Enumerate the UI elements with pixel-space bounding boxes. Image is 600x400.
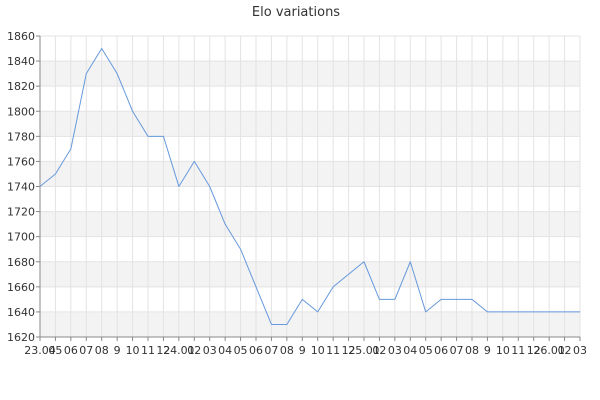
y-axis-ticks: 1620 1640 1660 1680 1700 1720 1740 1760 1780 1800… [7, 30, 40, 344]
x-tick-label: 03 [573, 344, 587, 357]
y-tick-label: 1660 [7, 281, 35, 294]
grid-band [40, 311, 580, 337]
x-tick-label: 9 [299, 344, 306, 357]
x-tick-label: 10 [496, 344, 510, 357]
grid-band [40, 261, 580, 287]
chart-bands [40, 61, 580, 337]
x-tick-label: 10 [126, 344, 140, 357]
chart-title: Elo variations [252, 5, 340, 20]
x-tick-label: 08 [465, 344, 479, 357]
x-tick-label: 12 [527, 344, 541, 357]
y-tick-label: 1620 [7, 331, 35, 344]
x-tick-label: 9 [484, 344, 491, 357]
chart-series [39, 48, 580, 325]
y-tick-label: 1680 [7, 256, 35, 269]
y-tick-label: 1720 [7, 206, 35, 219]
y-tick-label: 1800 [7, 105, 35, 118]
x-tick-label: 03 [203, 344, 217, 357]
x-tick-label: 06 [64, 344, 78, 357]
y-tick-label: 1860 [7, 30, 35, 43]
y-tick-label: 1740 [7, 181, 35, 194]
grid-band [40, 111, 580, 137]
y-tick-label: 1820 [7, 80, 35, 93]
x-tick-label: 08 [280, 344, 294, 357]
x-tick-label: 06 [249, 344, 263, 357]
elo-series-line [39, 48, 580, 325]
y-tick-label: 1700 [7, 231, 35, 244]
x-tick-label: 26.01 [533, 344, 565, 357]
grid-band [40, 211, 580, 237]
x-tick-label: 25.01 [348, 344, 380, 357]
x-tick-label: 02 [372, 344, 386, 357]
x-tick-label: 24.01 [163, 344, 195, 357]
x-tick-label: 04 [218, 344, 232, 357]
x-tick-label: 10 [311, 344, 325, 357]
x-tick-label: 06 [434, 344, 448, 357]
x-tick-label: 05 [234, 344, 248, 357]
x-tick-label: 23.04 [24, 344, 56, 357]
x-tick-label: 07 [264, 344, 278, 357]
y-tick-label: 1760 [7, 155, 35, 168]
x-tick-label: 03 [388, 344, 402, 357]
y-tick-label: 1840 [7, 55, 35, 68]
x-tick-label: 04 [403, 344, 417, 357]
x-tick-label: 12 [342, 344, 356, 357]
x-tick-label: 9 [114, 344, 121, 357]
x-tick-label: 02 [187, 344, 201, 357]
x-tick-label: 07 [79, 344, 93, 357]
y-tick-label: 1780 [7, 130, 35, 143]
x-tick-label: 11 [141, 344, 155, 357]
x-tick-label: 05 [419, 344, 433, 357]
x-tick-label: 11 [511, 344, 525, 357]
y-tick-label: 1640 [7, 306, 35, 319]
x-tick-label: 07 [450, 344, 464, 357]
x-tick-label: 11 [326, 344, 340, 357]
x-tick-label: 12 [156, 344, 170, 357]
x-tick-label: 02 [558, 344, 572, 357]
x-tick-label: 08 [95, 344, 109, 357]
grid-band [40, 61, 580, 87]
x-tick-label: 05 [48, 344, 62, 357]
grid-band [40, 161, 580, 187]
